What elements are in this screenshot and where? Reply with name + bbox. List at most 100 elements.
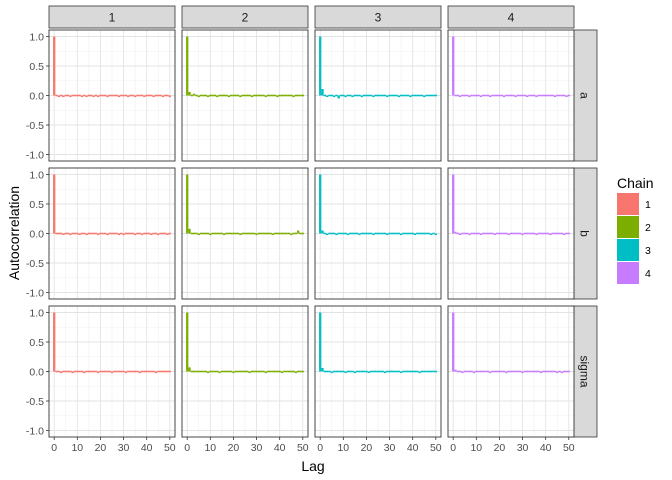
acf-bar: [271, 233, 274, 236]
acf-bar: [489, 371, 492, 374]
acf-bar: [556, 371, 559, 374]
x-tick-label: 30: [118, 442, 130, 454]
acf-bar: [131, 232, 134, 235]
acf-bar: [248, 232, 251, 235]
x-tick-label: 0: [450, 442, 456, 454]
acf-bar: [393, 94, 396, 97]
acf-bar: [530, 232, 533, 235]
acf-bar: [276, 370, 279, 373]
acf-bar: [157, 370, 160, 373]
acf-bar: [271, 370, 274, 373]
acf-bar: [161, 370, 165, 373]
acf-bar: [136, 370, 139, 373]
acf-bar: [558, 370, 561, 373]
acf-bar: [227, 370, 230, 373]
acf-bar: [432, 232, 435, 235]
panel-border: [314, 29, 442, 162]
acf-bar: [356, 370, 359, 373]
x-tick-label: 50: [430, 442, 442, 454]
acf-bar: [71, 94, 74, 97]
acf-bar: [507, 233, 510, 236]
acf-bar: [241, 232, 244, 235]
acf-bar: [96, 95, 100, 98]
acf-bar: [502, 232, 506, 235]
acf-bar: [509, 232, 513, 235]
acf-bar: [500, 370, 503, 373]
acf-bar: [553, 232, 557, 235]
acf-bar: [560, 94, 564, 97]
acf-bar: [367, 94, 370, 97]
acf-bar: [323, 94, 326, 97]
acf-bar: [365, 232, 368, 235]
acf-bar: [209, 370, 212, 373]
column-strip: [314, 5, 442, 29]
acf-bar: [273, 94, 277, 97]
acf-bar: [80, 95, 84, 98]
acf-bar: [452, 36, 455, 96]
facet-panel: [447, 305, 575, 438]
row-strip: [571, 305, 598, 438]
acf-bar: [161, 232, 165, 235]
acf-bar: [328, 94, 331, 97]
acf-bar: [290, 94, 293, 97]
acf-bar: [493, 94, 496, 97]
acf-bar: [546, 94, 550, 97]
acf-bar: [166, 94, 169, 97]
acf-bar: [360, 95, 363, 98]
acf-bar: [516, 370, 520, 373]
x-tick-label: 10: [71, 442, 83, 454]
acf-bar: [108, 94, 111, 97]
acf-bar: [404, 232, 407, 235]
acf-bar: [192, 93, 196, 96]
acf-bar: [379, 94, 382, 97]
acf-bar: [360, 370, 363, 373]
acf-bar: [271, 94, 274, 97]
acf-bar: [383, 94, 387, 97]
panel-border: [181, 305, 309, 438]
acf-bar: [452, 174, 455, 234]
acf-bar: [90, 370, 93, 373]
acf-bar: [287, 232, 291, 235]
acf-bar: [283, 94, 286, 97]
acf-bar: [409, 95, 412, 98]
acf-bar: [152, 95, 155, 98]
acf-bar: [57, 232, 60, 235]
acf-bar: [159, 232, 162, 235]
acf-bar: [239, 370, 242, 373]
acf-bar: [458, 95, 462, 98]
acf-bar: [379, 370, 382, 373]
acf-bar: [243, 370, 247, 373]
acf-bar: [188, 91, 191, 96]
acf-bar: [542, 370, 545, 373]
acf-bar: [567, 232, 570, 235]
acf-bar: [280, 371, 284, 374]
acf-bar: [129, 370, 132, 373]
acf-bar: [192, 232, 196, 235]
acf-bar: [335, 94, 338, 97]
acf-bar: [216, 95, 219, 98]
acf-bar: [260, 370, 263, 373]
row-strip-label: a: [578, 92, 592, 99]
acf-bar: [255, 94, 258, 97]
acf-bar: [232, 371, 235, 374]
acf-bar: [325, 95, 329, 98]
acf-bar: [360, 232, 363, 235]
acf-bar: [544, 232, 547, 235]
legend-key: [617, 216, 639, 238]
acf-bar: [223, 94, 226, 97]
acf-bar: [152, 370, 155, 373]
acf-bar: [489, 232, 492, 235]
acf-bar: [470, 94, 473, 97]
acf-bar: [99, 94, 102, 97]
acf-bar: [484, 232, 487, 235]
acf-bar: [138, 232, 141, 235]
acf-bar: [514, 370, 517, 373]
acf-bar: [454, 94, 457, 97]
x-tick-label: 30: [517, 442, 529, 454]
acf-bar: [290, 233, 293, 236]
acf-bar: [266, 370, 270, 373]
acf-bar: [542, 232, 545, 235]
acf-bar: [266, 232, 270, 235]
acf-bar: [388, 370, 391, 373]
x-tick-label: 50: [563, 442, 575, 454]
